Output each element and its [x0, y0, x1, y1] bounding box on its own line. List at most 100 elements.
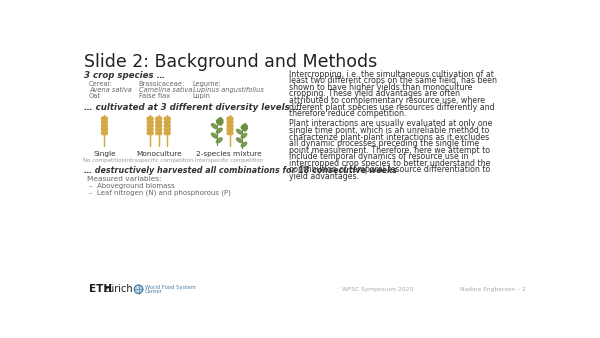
Text: intercropped crop species to better understand the: intercropped crop species to better unde… — [289, 159, 490, 168]
Ellipse shape — [150, 128, 153, 131]
Ellipse shape — [217, 119, 223, 123]
Text: Lupinus angustifolius: Lupinus angustifolius — [193, 87, 263, 93]
Ellipse shape — [158, 121, 161, 124]
Text: Slide 2: Background and Methods: Slide 2: Background and Methods — [84, 53, 377, 71]
Ellipse shape — [230, 117, 233, 120]
Ellipse shape — [147, 131, 151, 135]
Circle shape — [134, 285, 143, 293]
Ellipse shape — [164, 121, 167, 124]
Ellipse shape — [217, 120, 221, 125]
Ellipse shape — [217, 120, 223, 123]
Ellipse shape — [104, 121, 107, 124]
Ellipse shape — [147, 121, 151, 124]
Ellipse shape — [101, 128, 104, 131]
Ellipse shape — [167, 128, 170, 131]
Text: zürich: zürich — [104, 284, 133, 294]
Text: False flax: False flax — [139, 93, 170, 99]
Ellipse shape — [227, 128, 230, 131]
Ellipse shape — [147, 117, 151, 120]
Ellipse shape — [230, 121, 233, 124]
Text: Measured variables:: Measured variables: — [86, 176, 161, 182]
Text: –  Aboveground biomass: – Aboveground biomass — [89, 183, 175, 189]
Text: different plant species use resources differently and: different plant species use resources di… — [289, 102, 494, 112]
Ellipse shape — [150, 124, 153, 127]
Text: … cultivated at 3 different diversity levels …: … cultivated at 3 different diversity le… — [84, 103, 302, 112]
Ellipse shape — [236, 138, 242, 143]
Ellipse shape — [167, 131, 170, 135]
Text: Cereal:: Cereal: — [89, 81, 113, 87]
Text: … destructively harvested all combinations for 18 consecutive weeks: … destructively harvested all combinatio… — [84, 166, 397, 175]
Ellipse shape — [230, 131, 233, 135]
Text: Monoculture: Monoculture — [136, 151, 182, 158]
Ellipse shape — [104, 128, 107, 131]
Ellipse shape — [150, 131, 153, 135]
Ellipse shape — [158, 128, 161, 131]
Text: Nadine Engbersen – 2: Nadine Engbersen – 2 — [460, 287, 526, 292]
Ellipse shape — [242, 125, 247, 128]
Text: characterize plant-plant interactions as it excludes: characterize plant-plant interactions as… — [289, 132, 489, 142]
Text: Camelina sativa: Camelina sativa — [139, 87, 192, 93]
Text: shown to have higher yields than monoculture: shown to have higher yields than monocul… — [289, 83, 472, 92]
Text: Avena sativa: Avena sativa — [89, 87, 132, 93]
Text: Intercropping, i.e. the simultaneous cultivation of at: Intercropping, i.e. the simultaneous cul… — [289, 70, 494, 79]
Text: least two different crops on the same field, has been: least two different crops on the same fi… — [289, 76, 497, 86]
Text: attributed to complementary resource use, where: attributed to complementary resource use… — [289, 96, 485, 105]
Text: World Food System: World Food System — [145, 285, 196, 290]
Text: point measurement. Therefore, here we attempt to: point measurement. Therefore, here we at… — [289, 146, 490, 155]
Ellipse shape — [227, 124, 230, 127]
Ellipse shape — [104, 117, 107, 120]
Ellipse shape — [211, 133, 217, 138]
Text: –  Leaf nitrogen (N) and phosphorous (P): – Leaf nitrogen (N) and phosphorous (P) — [89, 189, 231, 196]
Text: single time point, which is an unreliable method to: single time point, which is an unreliabl… — [289, 126, 489, 135]
Ellipse shape — [101, 121, 104, 124]
Ellipse shape — [217, 118, 221, 123]
Ellipse shape — [164, 117, 167, 120]
Ellipse shape — [156, 124, 159, 127]
Ellipse shape — [158, 131, 161, 135]
Ellipse shape — [167, 117, 170, 120]
Ellipse shape — [241, 142, 247, 147]
Ellipse shape — [156, 121, 159, 124]
Ellipse shape — [147, 128, 151, 131]
Ellipse shape — [230, 124, 233, 127]
Ellipse shape — [101, 117, 104, 120]
Text: yield advantages.: yield advantages. — [289, 172, 359, 181]
Ellipse shape — [217, 138, 222, 143]
Ellipse shape — [101, 124, 104, 127]
Text: 2-species mixture: 2-species mixture — [196, 151, 262, 158]
Ellipse shape — [164, 131, 167, 135]
Ellipse shape — [150, 117, 153, 120]
Ellipse shape — [227, 131, 230, 135]
Ellipse shape — [242, 126, 247, 129]
Text: Lupin: Lupin — [193, 93, 211, 99]
Ellipse shape — [158, 124, 161, 127]
Text: Interspecific competition: Interspecific competition — [195, 158, 263, 163]
Ellipse shape — [211, 124, 217, 129]
Text: 3 crop species …: 3 crop species … — [84, 71, 166, 80]
Text: Brassicaceae:: Brassicaceae: — [139, 81, 185, 87]
Ellipse shape — [241, 134, 247, 138]
Ellipse shape — [167, 124, 170, 127]
Ellipse shape — [236, 129, 242, 134]
Ellipse shape — [156, 117, 159, 120]
Ellipse shape — [104, 131, 107, 135]
Text: therefore reduce competition.: therefore reduce competition. — [289, 109, 406, 118]
Text: Intraspecific competition: Intraspecific competition — [125, 158, 193, 163]
Ellipse shape — [164, 124, 167, 127]
Ellipse shape — [227, 117, 230, 120]
Text: No competition: No competition — [83, 158, 125, 163]
Ellipse shape — [227, 121, 230, 124]
Text: Plant interactions are usually evaluated at only one: Plant interactions are usually evaluated… — [289, 120, 492, 128]
Ellipse shape — [104, 124, 107, 127]
Text: Oat: Oat — [89, 93, 101, 99]
Text: include temporal dynamics of resource use in: include temporal dynamics of resource us… — [289, 152, 469, 161]
Ellipse shape — [156, 128, 159, 131]
Text: Legume:: Legume: — [193, 81, 221, 87]
Text: Center: Center — [145, 289, 163, 294]
Ellipse shape — [156, 131, 159, 135]
Ellipse shape — [164, 128, 167, 131]
Text: WFSC Symposium 2020: WFSC Symposium 2020 — [341, 287, 413, 292]
Ellipse shape — [167, 121, 170, 124]
Text: all dynamic processes preceding the single time: all dynamic processes preceding the sing… — [289, 139, 479, 148]
Ellipse shape — [230, 128, 233, 131]
